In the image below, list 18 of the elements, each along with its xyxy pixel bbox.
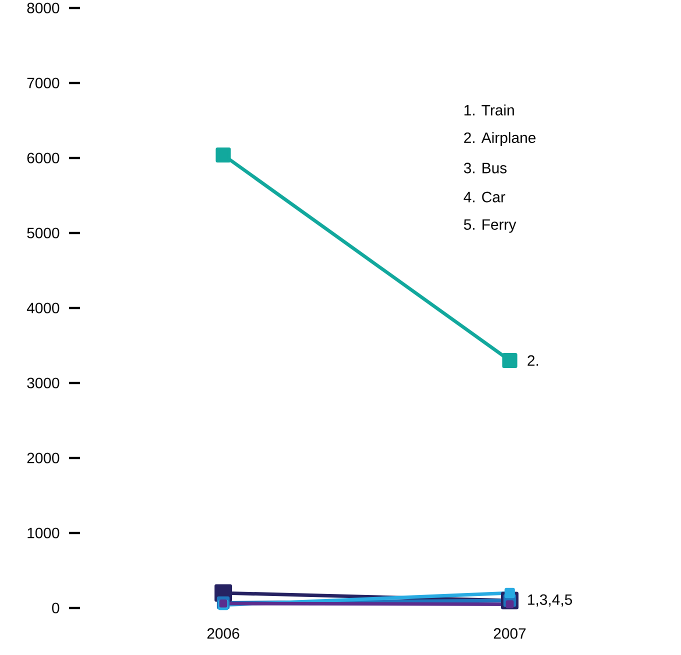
y-tick-label: 6000 (27, 152, 60, 164)
y-tick-label: 2000 (27, 452, 60, 464)
y-tick-label: 4000 (26, 302, 60, 314)
y-tick-label: 5000 (27, 228, 60, 238)
annotation: 3. Bus (464, 162, 507, 174)
annotation: 2. Airplane (464, 132, 536, 146)
annotation: 5. Ferry (464, 219, 516, 233)
x-tick-label: 2007 (494, 628, 526, 639)
annotation: 4. Car (464, 192, 506, 202)
y-tick-label: 3000 (27, 378, 60, 388)
y-tick-label: 7000 (27, 78, 60, 88)
y-tick-label: 8000 (27, 2, 60, 14)
x-tick-label: 2006 (207, 628, 240, 639)
annotation: 2. (528, 355, 538, 366)
y-tick-label: 0 (52, 602, 60, 614)
annotation: 1. Train (464, 104, 514, 116)
annotation: 1,3,4,5 (528, 594, 572, 607)
y-tick-label: 1000 (28, 528, 60, 538)
